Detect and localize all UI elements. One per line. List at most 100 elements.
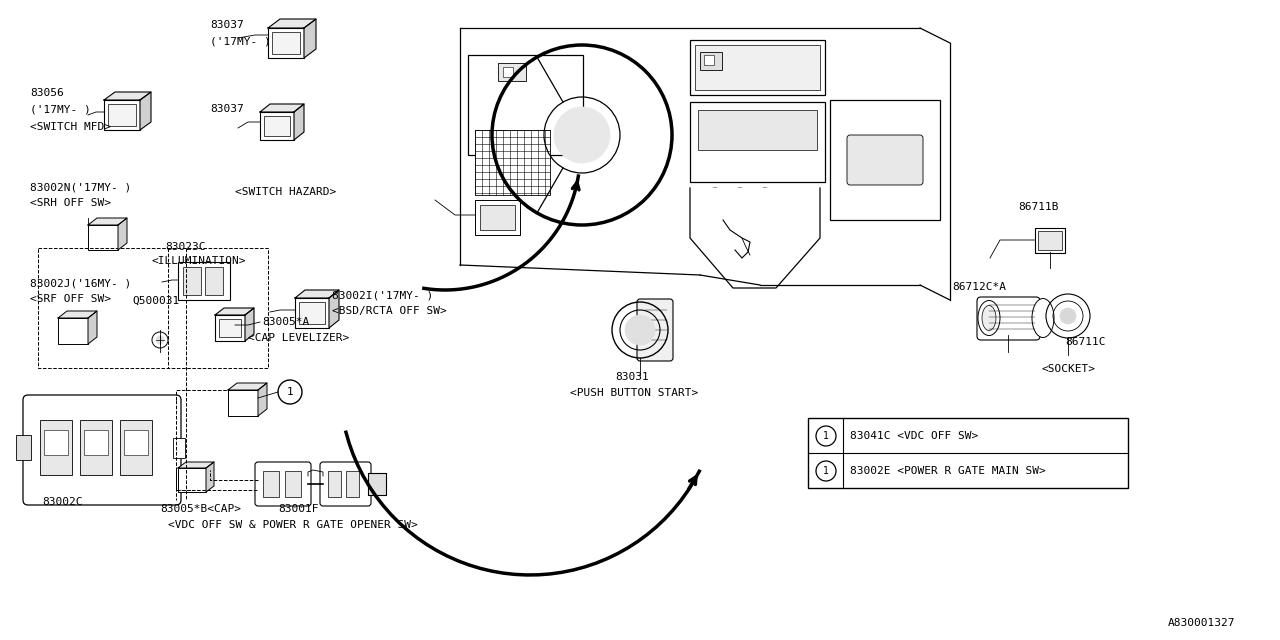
Bar — [300, 302, 325, 324]
Text: Q500031: Q500031 — [132, 296, 179, 306]
Text: 83002E <POWER R GATE MAIN SW>: 83002E <POWER R GATE MAIN SW> — [850, 466, 1046, 476]
Bar — [475, 200, 520, 235]
Bar — [219, 319, 241, 337]
Polygon shape — [104, 92, 151, 100]
Text: <SRF OFF SW>: <SRF OFF SW> — [29, 294, 111, 304]
Bar — [698, 110, 817, 150]
Bar — [475, 130, 550, 195]
Polygon shape — [244, 308, 253, 341]
Bar — [690, 102, 826, 182]
Polygon shape — [88, 218, 127, 225]
FancyBboxPatch shape — [23, 395, 180, 505]
FancyBboxPatch shape — [977, 297, 1039, 340]
Text: 83037: 83037 — [210, 104, 243, 114]
Bar — [178, 262, 230, 300]
Circle shape — [625, 315, 655, 345]
Bar — [369, 473, 387, 495]
Circle shape — [1060, 308, 1076, 324]
Polygon shape — [206, 462, 214, 492]
Text: 83002N('17MY- ): 83002N('17MY- ) — [29, 182, 132, 192]
Polygon shape — [259, 383, 268, 416]
Text: 83002I('17MY- ): 83002I('17MY- ) — [332, 290, 433, 300]
Text: 1: 1 — [287, 387, 293, 397]
Bar — [178, 468, 206, 492]
Text: 86711C: 86711C — [1065, 337, 1106, 347]
Bar — [262, 471, 279, 497]
Polygon shape — [88, 311, 97, 344]
Bar — [173, 438, 186, 458]
Bar — [328, 471, 340, 497]
Text: 83041C <VDC OFF SW>: 83041C <VDC OFF SW> — [850, 431, 978, 441]
Text: <SWITCH HAZARD>: <SWITCH HAZARD> — [236, 187, 337, 197]
Text: 83002C: 83002C — [42, 497, 82, 507]
Polygon shape — [305, 19, 316, 58]
Bar — [268, 28, 305, 58]
Polygon shape — [260, 104, 305, 112]
Bar — [468, 55, 582, 155]
Bar — [480, 205, 515, 230]
Polygon shape — [268, 19, 316, 28]
Polygon shape — [294, 104, 305, 140]
Text: 83001F: 83001F — [278, 504, 319, 514]
Ellipse shape — [1032, 298, 1053, 337]
FancyBboxPatch shape — [847, 135, 923, 185]
Text: <BSD/RCTA OFF SW>: <BSD/RCTA OFF SW> — [332, 306, 447, 316]
Text: 86711B: 86711B — [1018, 202, 1059, 212]
Polygon shape — [690, 188, 820, 288]
Ellipse shape — [978, 301, 1000, 335]
Polygon shape — [228, 383, 268, 390]
Text: 83005*A: 83005*A — [262, 317, 310, 327]
FancyBboxPatch shape — [320, 462, 371, 506]
Text: <SRH OFF SW>: <SRH OFF SW> — [29, 198, 111, 208]
Text: <SOCKET>: <SOCKET> — [1042, 364, 1096, 374]
Text: <CAP LEVELIZER>: <CAP LEVELIZER> — [248, 333, 349, 343]
Bar — [84, 430, 108, 455]
Text: ('17MY- ): ('17MY- ) — [29, 104, 91, 114]
Polygon shape — [118, 218, 127, 250]
Text: <ILLUMINATION>: <ILLUMINATION> — [152, 256, 247, 266]
Bar — [294, 298, 329, 328]
Bar — [228, 390, 259, 416]
Bar — [215, 315, 244, 341]
Bar — [108, 104, 136, 126]
Bar — [40, 420, 72, 475]
FancyBboxPatch shape — [637, 299, 673, 361]
Bar — [183, 267, 201, 295]
Bar — [498, 63, 526, 81]
Polygon shape — [58, 311, 97, 318]
Bar — [695, 45, 820, 90]
Text: 83056: 83056 — [29, 88, 64, 98]
Text: ('17MY- ): ('17MY- ) — [210, 36, 271, 46]
Bar — [1036, 228, 1065, 253]
Bar — [264, 116, 291, 136]
Circle shape — [156, 336, 164, 344]
Text: 86712C*A: 86712C*A — [952, 282, 1006, 292]
Bar — [58, 318, 88, 344]
Bar — [808, 418, 1128, 488]
Text: 83031: 83031 — [614, 372, 649, 382]
Polygon shape — [178, 462, 214, 468]
Text: 83005*B<CAP>: 83005*B<CAP> — [160, 504, 241, 514]
Bar — [44, 430, 68, 455]
Bar — [205, 267, 223, 295]
Bar — [124, 430, 148, 455]
Text: 83037: 83037 — [210, 20, 243, 30]
Bar — [79, 420, 113, 475]
Bar — [120, 420, 152, 475]
Bar — [690, 40, 826, 95]
Polygon shape — [294, 290, 339, 298]
Bar — [104, 100, 140, 130]
Text: A830001327: A830001327 — [1167, 618, 1235, 628]
Text: <VDC OFF SW & POWER R GATE OPENER SW>: <VDC OFF SW & POWER R GATE OPENER SW> — [168, 520, 417, 530]
Text: 83002J('16MY- ): 83002J('16MY- ) — [29, 278, 132, 288]
Bar — [285, 471, 301, 497]
Bar — [704, 55, 714, 65]
Text: <PUSH BUTTON START>: <PUSH BUTTON START> — [570, 388, 699, 398]
Bar — [503, 67, 513, 77]
Bar — [15, 435, 31, 460]
Bar — [346, 471, 358, 497]
Polygon shape — [140, 92, 151, 130]
Circle shape — [554, 107, 611, 163]
Bar — [38, 248, 268, 368]
Bar — [1038, 231, 1062, 250]
